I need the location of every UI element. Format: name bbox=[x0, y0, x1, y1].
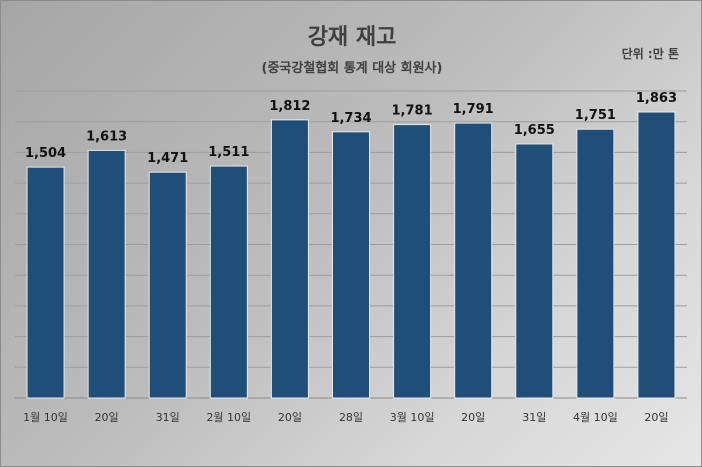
x-tick-label: 20일 bbox=[644, 410, 668, 424]
data-label: 1,863 bbox=[636, 91, 677, 106]
x-tick-label: 1월 10일 bbox=[23, 410, 68, 424]
bar bbox=[393, 124, 432, 399]
data-label: 1,781 bbox=[392, 104, 433, 119]
x-tick-label: 4월 10일 bbox=[573, 410, 618, 424]
data-label: 1,791 bbox=[453, 102, 494, 117]
bar bbox=[332, 131, 370, 399]
data-label: 1,613 bbox=[86, 129, 127, 144]
x-tick-label: 20일 bbox=[95, 410, 119, 424]
bar bbox=[270, 119, 309, 399]
bar bbox=[209, 165, 248, 399]
x-tick-label: 20일 bbox=[461, 410, 485, 424]
data-label: 1,812 bbox=[269, 99, 310, 114]
data-label: 1,734 bbox=[330, 111, 371, 126]
chart-subtitle: (중국강철협회 통계 대상 회원사) bbox=[261, 61, 443, 76]
chart-title: 강재 재고 bbox=[307, 25, 397, 50]
x-tick-label: 2월 10일 bbox=[206, 410, 251, 424]
bar bbox=[576, 128, 615, 399]
bar bbox=[26, 166, 65, 399]
x-tick-label: 20일 bbox=[278, 410, 302, 424]
data-label: 1,504 bbox=[25, 146, 66, 161]
bar bbox=[148, 171, 187, 399]
bars bbox=[26, 111, 676, 399]
bar bbox=[87, 149, 126, 399]
x-tick-label: 31일 bbox=[156, 410, 180, 424]
value-labels: 1,504 1,613 1,471 1,511 1,812 1,734 1,781 1,791… bbox=[25, 91, 677, 166]
x-axis-labels: 1월 10일 20일 31일 2월 10일 20일 28일 3월 10일 20일 31일 4월 1… bbox=[23, 410, 668, 424]
data-label: 1,471 bbox=[147, 151, 188, 166]
unit-label: 단위 :만 톤 bbox=[621, 47, 679, 61]
bar bbox=[637, 111, 676, 399]
data-label: 1,511 bbox=[208, 145, 249, 160]
bar bbox=[515, 143, 554, 399]
data-label: 1,655 bbox=[514, 123, 555, 138]
x-tick-label: 3월 10일 bbox=[390, 410, 435, 424]
x-tick-label: 28일 bbox=[339, 410, 363, 424]
x-tick-label: 31일 bbox=[522, 410, 546, 424]
data-label: 1,751 bbox=[575, 108, 616, 123]
bar bbox=[454, 122, 493, 399]
